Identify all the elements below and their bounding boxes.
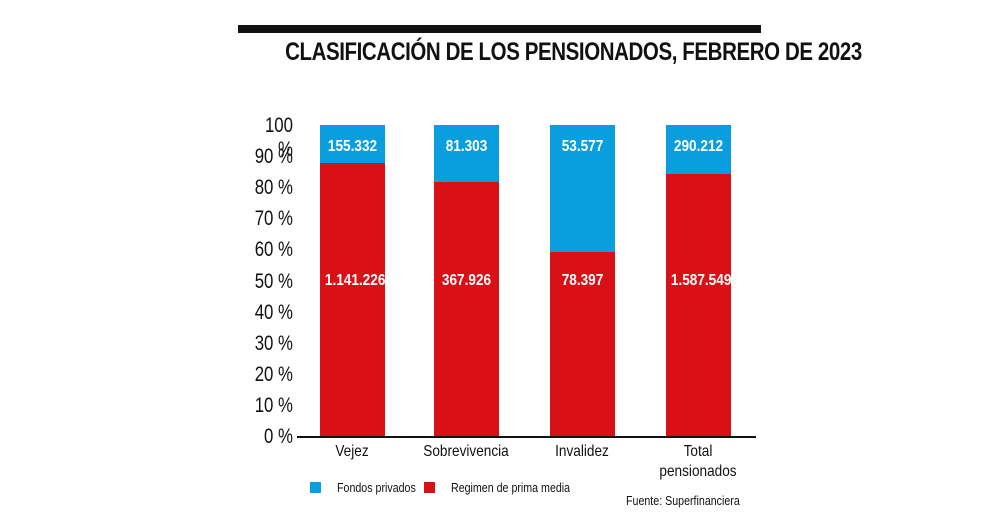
legend-swatch-icon xyxy=(424,482,435,493)
segment-fondos-privados: 53.577 xyxy=(550,125,615,252)
bar-invalidez: 53.577 78.397 xyxy=(550,125,615,437)
legend-item-regimen-prima-media: Regimen de prima media xyxy=(424,480,596,495)
x-label-line: Total xyxy=(683,443,713,460)
bar-total-pensionados: 290.212 1.587.549 xyxy=(666,125,731,437)
value-label: 78.397 xyxy=(561,272,604,289)
bar-sobrevivencia: 81.303 367.926 xyxy=(434,125,499,437)
y-tick: 70 % xyxy=(254,207,293,230)
y-tick: 60 % xyxy=(254,238,293,261)
legend-swatch-icon xyxy=(310,482,321,493)
title-rule xyxy=(238,25,761,33)
source-note: Fuente: Superfinanciera xyxy=(626,493,740,508)
value-label: 290.212 xyxy=(673,138,724,155)
value-label: 1.587.549 xyxy=(670,272,732,289)
y-tick: 20 % xyxy=(254,363,293,386)
y-tick: 80 % xyxy=(254,176,293,199)
segment-fondos-privados: 81.303 xyxy=(434,125,499,182)
y-tick: 30 % xyxy=(254,332,293,355)
x-label-vejez: Vejez xyxy=(335,443,369,460)
x-label-invalidez: Invalidez xyxy=(555,443,609,460)
x-axis-line xyxy=(297,436,756,438)
segment-regimen-prima-media: 1.587.549 xyxy=(666,174,731,437)
segment-regimen-prima-media: 367.926 xyxy=(434,182,499,437)
y-tick: 0 % xyxy=(264,425,293,448)
segment-fondos-privados: 155.332 xyxy=(320,125,385,163)
legend-label: Regimen de prima media xyxy=(451,480,571,495)
y-tick: 10 % xyxy=(254,394,293,417)
value-label: 81.303 xyxy=(445,138,488,155)
segment-regimen-prima-media: 78.397 xyxy=(550,252,615,437)
x-label-sobrevivencia: Sobrevivencia xyxy=(423,443,509,460)
bar-vejez: 155.332 1.141.226 xyxy=(320,125,385,437)
legend-item-fondos-privados: Fondos privados xyxy=(310,480,433,495)
y-tick: 90 % xyxy=(254,145,293,168)
value-label: 53.577 xyxy=(561,138,604,155)
x-label-line: pensionados xyxy=(659,463,737,480)
legend-label: Fondos privados xyxy=(337,480,416,495)
y-tick: 50 % xyxy=(254,270,293,293)
value-label: 1.141.226 xyxy=(324,272,386,289)
chart-title: CLASIFICACIÓN DE LOS PENSIONADOS, FEBRER… xyxy=(285,38,862,66)
value-label: 155.332 xyxy=(327,138,378,155)
segment-regimen-prima-media: 1.141.226 xyxy=(320,163,385,437)
value-label: 367.926 xyxy=(441,272,492,289)
y-tick: 100 % xyxy=(264,114,293,161)
y-tick: 40 % xyxy=(254,301,293,324)
segment-fondos-privados: 290.212 xyxy=(666,125,731,174)
x-label-total: Total pensionados xyxy=(647,442,749,482)
